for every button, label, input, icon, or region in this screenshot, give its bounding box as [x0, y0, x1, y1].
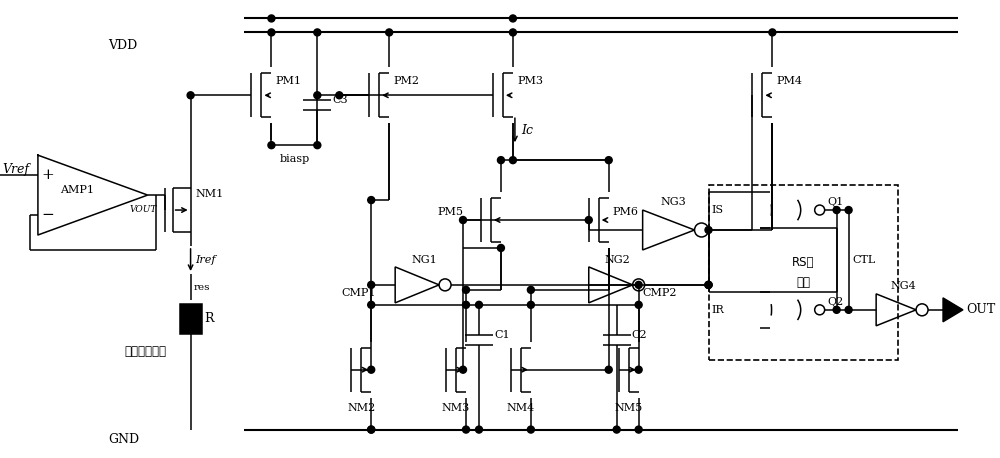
Text: GND: GND [108, 433, 139, 446]
Text: NG1: NG1 [411, 255, 437, 265]
Text: NM5: NM5 [615, 403, 643, 413]
Text: CMP2: CMP2 [643, 288, 677, 298]
Circle shape [527, 301, 534, 308]
Circle shape [833, 207, 840, 213]
Circle shape [585, 217, 592, 224]
Text: AMP1: AMP1 [60, 185, 94, 195]
Circle shape [705, 227, 712, 234]
Text: res: res [194, 284, 210, 292]
Circle shape [460, 366, 467, 373]
Text: PM3: PM3 [517, 76, 543, 86]
Circle shape [336, 92, 343, 99]
Circle shape [314, 142, 321, 149]
Text: VOUT: VOUT [130, 205, 157, 213]
Circle shape [509, 15, 516, 22]
Circle shape [497, 157, 504, 164]
Text: −: − [42, 208, 54, 222]
Circle shape [475, 426, 482, 433]
Text: PM6: PM6 [613, 207, 639, 217]
Circle shape [268, 29, 275, 36]
Text: biasp: biasp [279, 154, 310, 164]
Text: R: R [205, 312, 214, 325]
Circle shape [463, 426, 470, 433]
Circle shape [705, 281, 712, 289]
Text: 电阻控制单元: 电阻控制单元 [125, 345, 167, 358]
Text: Q2: Q2 [828, 297, 844, 307]
Circle shape [497, 245, 504, 251]
Circle shape [368, 426, 375, 433]
Circle shape [845, 306, 852, 313]
Circle shape [705, 281, 712, 289]
Circle shape [368, 301, 375, 308]
Circle shape [635, 366, 642, 373]
Circle shape [368, 426, 375, 433]
Circle shape [187, 92, 194, 99]
Text: NM4: NM4 [507, 403, 535, 413]
Text: C2: C2 [632, 330, 647, 340]
Text: NG4: NG4 [890, 281, 916, 291]
Text: Iref: Iref [196, 255, 216, 265]
Text: PM2: PM2 [393, 76, 419, 86]
Circle shape [268, 142, 275, 149]
Circle shape [605, 157, 612, 164]
Bar [709, 185, 898, 360]
Circle shape [268, 15, 275, 22]
Circle shape [314, 92, 321, 99]
Circle shape [460, 217, 467, 224]
Circle shape [845, 207, 852, 213]
Text: OUT: OUT [966, 303, 995, 316]
Circle shape [368, 281, 375, 289]
Text: NM1: NM1 [196, 189, 224, 199]
Circle shape [527, 426, 534, 433]
Text: VDD: VDD [108, 39, 137, 52]
Text: C1: C1 [494, 330, 510, 340]
Circle shape [475, 301, 482, 308]
Text: Q1: Q1 [828, 197, 844, 207]
Text: +: + [42, 168, 54, 182]
Circle shape [368, 366, 375, 373]
Circle shape [635, 426, 642, 433]
Text: CTL: CTL [853, 255, 876, 265]
Circle shape [509, 157, 516, 164]
Circle shape [509, 29, 516, 36]
Text: Ic: Ic [521, 124, 533, 136]
Text: NG2: NG2 [605, 255, 630, 265]
Text: C3: C3 [332, 95, 348, 105]
Text: Vref: Vref [2, 163, 29, 175]
Circle shape [705, 281, 712, 289]
Circle shape [635, 301, 642, 308]
Text: NM2: NM2 [347, 403, 375, 413]
Text: CMP1: CMP1 [341, 288, 376, 298]
Circle shape [769, 29, 776, 36]
Text: PM5: PM5 [437, 207, 463, 217]
Text: 发器: 发器 [796, 276, 810, 289]
Text: IS: IS [711, 205, 724, 215]
Circle shape [613, 426, 620, 433]
Circle shape [605, 366, 612, 373]
Circle shape [386, 29, 393, 36]
Polygon shape [943, 298, 963, 322]
Text: NG3: NG3 [661, 197, 686, 207]
Circle shape [635, 281, 642, 289]
Text: RS触: RS触 [792, 256, 815, 269]
Circle shape [314, 29, 321, 36]
Circle shape [463, 286, 470, 294]
Circle shape [368, 196, 375, 203]
Text: IR: IR [711, 305, 724, 315]
Text: PM4: PM4 [776, 76, 802, 86]
Circle shape [463, 301, 470, 308]
Text: PM1: PM1 [275, 76, 301, 86]
Bar [180, 304, 202, 334]
Circle shape [527, 286, 534, 294]
Text: NM3: NM3 [442, 403, 470, 413]
Circle shape [833, 306, 840, 313]
